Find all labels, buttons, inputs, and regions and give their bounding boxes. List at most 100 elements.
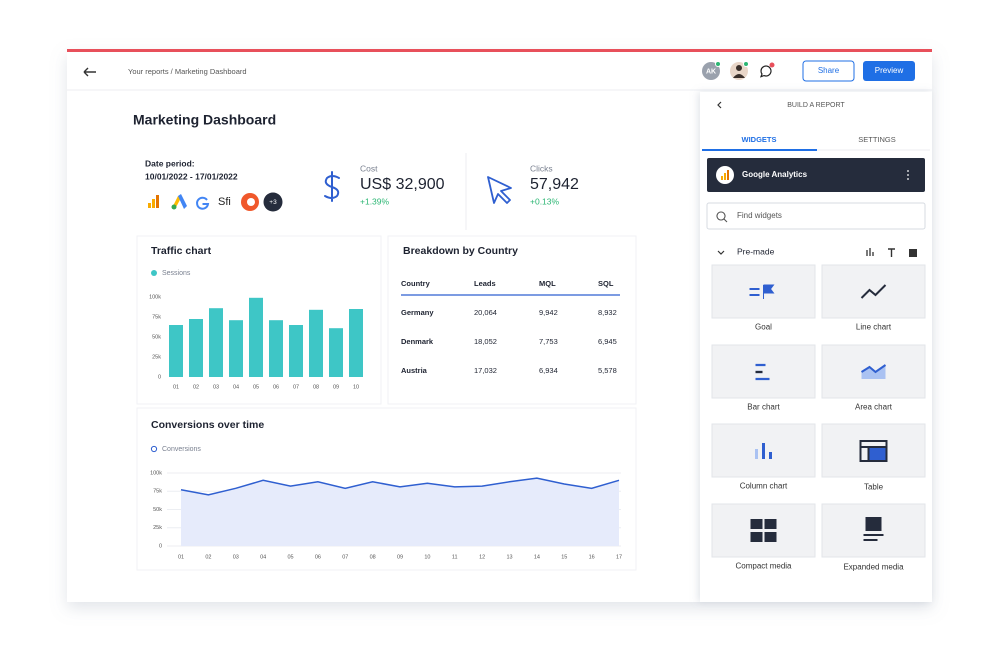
table-cell: 5,578 [598, 366, 617, 375]
y-tick-label: 50k [153, 507, 162, 513]
bar [349, 309, 363, 377]
widget-icon [860, 446, 887, 461]
bar [229, 320, 243, 377]
x-tick-label: 02 [205, 554, 211, 560]
y-tick-label: 0 [158, 374, 161, 380]
widget-tile[interactable] [711, 344, 816, 399]
x-tick-label: 14 [534, 554, 540, 560]
widget-icon [749, 288, 760, 296]
table-cell: 18,052 [474, 337, 497, 346]
avatar-initials: AK [706, 68, 716, 75]
widget-icon [859, 440, 888, 462]
avatar-status [743, 61, 749, 67]
google-ads-logo [171, 204, 177, 210]
table-cell: 6,945 [598, 337, 617, 346]
y-tick-label: 0 [159, 543, 162, 549]
filter-media-icon[interactable] [909, 249, 917, 257]
top-accent [67, 49, 932, 52]
table-title: Breakdown by Country [403, 245, 518, 257]
kpi-change: +0.13% [530, 196, 560, 206]
notification-dot [769, 62, 775, 68]
google-ads-logo [178, 194, 187, 209]
x-tick-label: 06 [273, 384, 279, 390]
source-selector[interactable] [707, 158, 925, 192]
back-arrow[interactable] [83, 67, 96, 77]
ga-logo [727, 170, 729, 180]
cost-icon [324, 171, 340, 202]
widget-label: Column chart [740, 482, 788, 491]
tab: WIDGETS [742, 135, 777, 144]
chart-title: Conversions over time [151, 419, 264, 431]
widget-label: Compact media [735, 562, 792, 571]
ga-logo [724, 173, 726, 180]
widget-tile[interactable] [821, 264, 926, 319]
chart-title: Traffic chart [151, 245, 212, 257]
legend-label: Conversions [162, 446, 201, 453]
kpi-label: Clicks [530, 163, 553, 173]
widget-label: Bar chart [747, 403, 780, 412]
bar [289, 325, 303, 377]
preview-button[interactable] [863, 61, 915, 81]
widget-icon [860, 284, 887, 299]
x-tick-label: 07 [293, 384, 299, 390]
preview-label: Preview [875, 66, 904, 75]
x-tick-label: 12 [479, 554, 485, 560]
share-button[interactable] [802, 60, 855, 82]
kpi-change: +1.39% [360, 196, 390, 206]
x-tick-label: 08 [313, 384, 319, 390]
x-tick-label: 06 [315, 554, 321, 560]
bar [309, 309, 323, 377]
widget-icon [750, 519, 777, 542]
row-header: Denmark [401, 337, 434, 346]
report-title: Marketing Dashboard [133, 112, 276, 128]
avatar [702, 62, 720, 80]
search-box[interactable] [706, 202, 926, 230]
avatar-photo-figure [733, 65, 745, 78]
table-cell: 9,942 [539, 308, 558, 317]
row-header: Germany [401, 308, 434, 317]
breadcrumb: Your reports / Marketing Dashboard [128, 67, 247, 76]
widget-tile[interactable] [821, 503, 926, 558]
table-cell: 8,932 [598, 308, 617, 317]
search-placeholder: Find widgets [737, 211, 782, 220]
kebab-dot [907, 170, 909, 172]
bar [329, 328, 343, 377]
widget-icon [863, 534, 884, 541]
y-tick-label: 100k [149, 294, 161, 300]
x-tick-label: 13 [506, 554, 512, 560]
table-cell: 20,064 [474, 308, 497, 317]
x-tick-label: 09 [397, 554, 403, 560]
google-logo [196, 196, 210, 210]
section-chevron[interactable] [717, 250, 725, 255]
bar [169, 325, 183, 377]
date-period: 10/01/2022 - 17/01/2022 [145, 171, 238, 181]
x-tick-label: 03 [213, 384, 219, 390]
x-tick-label: 17 [616, 554, 622, 560]
avatar-status [715, 61, 721, 67]
widget-tile[interactable] [711, 503, 816, 558]
filter-text-icon[interactable] [888, 248, 895, 257]
more-sources-label: +3 [269, 199, 277, 206]
section-title: Pre-made [737, 246, 775, 256]
ga-logo [148, 203, 151, 208]
filter-chart-icon[interactable] [866, 248, 874, 256]
line [180, 477, 620, 496]
ga-logo [721, 176, 723, 180]
sidebar-title: BUILD A REPORT [787, 102, 845, 109]
search-icon [716, 211, 728, 223]
widget-label: Table [864, 483, 884, 492]
bar [189, 319, 203, 377]
x-tick-label: 09 [333, 384, 339, 390]
legend-marker [151, 270, 157, 276]
comments-icon[interactable] [759, 65, 772, 78]
x-tick-label: 05 [287, 554, 293, 560]
bar [249, 297, 263, 377]
column-header: Country [401, 279, 431, 288]
column-header: SQL [598, 279, 614, 288]
x-tick-label: 11 [452, 554, 458, 560]
sidebar-back[interactable] [717, 101, 722, 109]
ga-logo [156, 195, 159, 208]
kebab-dot [907, 178, 909, 180]
